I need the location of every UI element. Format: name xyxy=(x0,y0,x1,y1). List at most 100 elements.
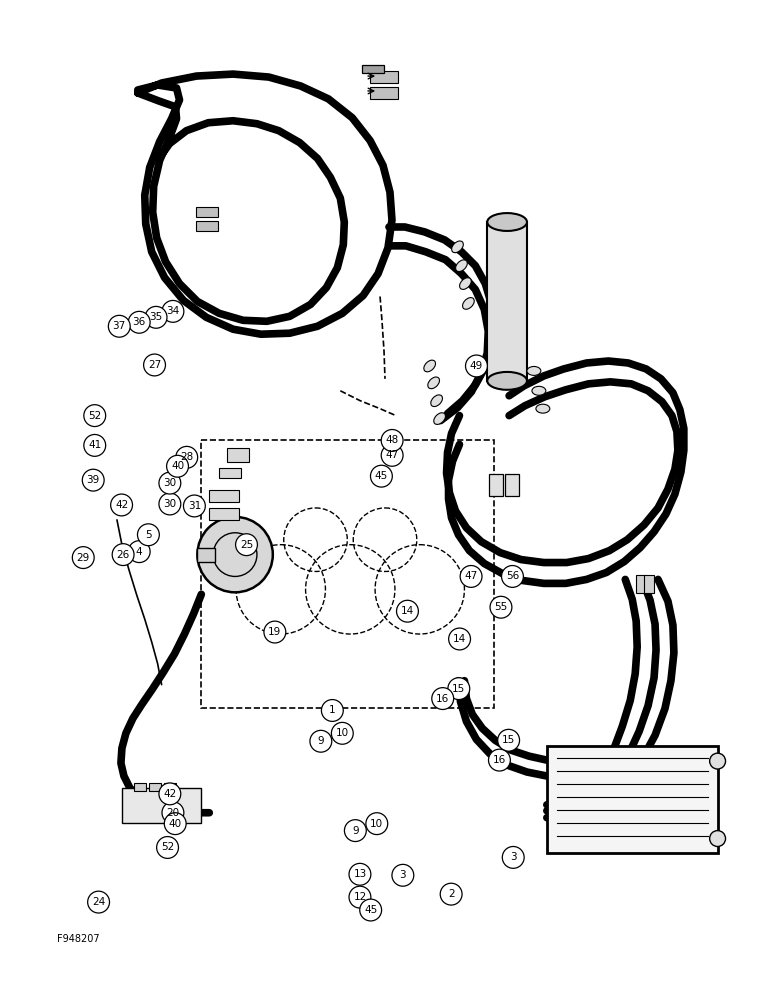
Text: 29: 29 xyxy=(76,553,90,563)
Circle shape xyxy=(164,813,186,835)
Text: 52: 52 xyxy=(161,842,174,852)
Text: 40: 40 xyxy=(168,819,181,829)
Text: 41: 41 xyxy=(88,440,101,450)
Text: 42: 42 xyxy=(115,500,128,510)
Text: 9: 9 xyxy=(352,826,359,836)
Text: 24: 24 xyxy=(92,897,105,907)
Circle shape xyxy=(112,544,134,566)
Circle shape xyxy=(108,315,130,337)
Circle shape xyxy=(83,469,104,491)
Text: 3: 3 xyxy=(400,870,406,880)
Circle shape xyxy=(73,547,94,569)
Text: 15: 15 xyxy=(452,684,466,694)
Bar xyxy=(219,468,241,478)
Bar xyxy=(122,788,201,823)
Circle shape xyxy=(344,820,366,842)
Circle shape xyxy=(162,300,184,322)
Bar xyxy=(201,440,494,708)
Circle shape xyxy=(88,891,110,913)
Text: 16: 16 xyxy=(493,755,506,765)
Circle shape xyxy=(490,596,512,618)
Circle shape xyxy=(397,600,418,622)
Bar xyxy=(196,207,218,217)
Bar xyxy=(370,87,398,99)
Circle shape xyxy=(709,753,726,769)
Text: 27: 27 xyxy=(148,360,161,370)
Text: 52: 52 xyxy=(88,411,101,421)
Text: 14: 14 xyxy=(401,606,414,616)
Bar xyxy=(209,490,239,502)
Ellipse shape xyxy=(455,260,467,272)
Bar xyxy=(198,548,215,562)
Text: 42: 42 xyxy=(163,789,177,799)
Circle shape xyxy=(321,700,344,721)
Circle shape xyxy=(432,688,454,709)
Text: 10: 10 xyxy=(336,728,349,738)
Text: 12: 12 xyxy=(354,892,367,902)
Circle shape xyxy=(128,541,150,563)
Text: 3: 3 xyxy=(510,852,516,862)
Circle shape xyxy=(110,494,133,516)
Circle shape xyxy=(159,493,181,515)
Text: 14: 14 xyxy=(453,634,466,644)
Text: 40: 40 xyxy=(171,461,184,471)
Text: 13: 13 xyxy=(354,869,367,879)
Circle shape xyxy=(449,628,470,650)
Ellipse shape xyxy=(434,413,445,424)
Text: 56: 56 xyxy=(506,571,519,581)
Bar xyxy=(505,474,519,496)
Circle shape xyxy=(381,430,403,451)
Circle shape xyxy=(392,864,414,886)
Circle shape xyxy=(489,749,510,771)
Text: 48: 48 xyxy=(385,435,399,445)
Circle shape xyxy=(144,354,165,376)
Text: 47: 47 xyxy=(465,571,478,581)
Circle shape xyxy=(310,730,332,752)
Text: 2: 2 xyxy=(448,889,455,899)
Circle shape xyxy=(498,729,520,751)
Bar xyxy=(489,474,503,496)
Bar xyxy=(547,746,718,853)
Bar xyxy=(644,575,654,593)
Ellipse shape xyxy=(424,360,435,372)
Text: 45: 45 xyxy=(374,471,388,481)
Circle shape xyxy=(84,405,106,427)
Circle shape xyxy=(349,886,371,908)
Text: 31: 31 xyxy=(188,501,201,511)
Circle shape xyxy=(503,846,524,868)
Ellipse shape xyxy=(487,213,527,231)
Text: 30: 30 xyxy=(164,478,177,488)
Circle shape xyxy=(235,534,257,556)
Text: 19: 19 xyxy=(268,627,282,637)
Circle shape xyxy=(128,311,150,333)
Ellipse shape xyxy=(459,278,471,289)
Text: F948207: F948207 xyxy=(57,934,100,944)
Text: 1: 1 xyxy=(329,705,336,715)
Circle shape xyxy=(440,883,462,905)
Bar xyxy=(227,448,249,462)
Ellipse shape xyxy=(527,366,541,375)
Bar xyxy=(362,65,384,73)
Circle shape xyxy=(198,517,273,592)
Circle shape xyxy=(159,783,181,805)
Bar xyxy=(149,783,161,791)
Circle shape xyxy=(709,831,726,846)
Text: 37: 37 xyxy=(113,321,126,331)
Circle shape xyxy=(84,434,106,456)
Text: 25: 25 xyxy=(240,540,253,550)
Circle shape xyxy=(264,621,286,643)
Ellipse shape xyxy=(532,386,546,395)
Text: 30: 30 xyxy=(164,499,177,509)
Circle shape xyxy=(157,837,178,858)
Text: 15: 15 xyxy=(502,735,515,745)
Text: 28: 28 xyxy=(180,452,193,462)
Bar xyxy=(209,508,239,520)
Text: 49: 49 xyxy=(470,361,483,371)
Ellipse shape xyxy=(462,298,474,309)
Circle shape xyxy=(466,355,487,377)
Text: 16: 16 xyxy=(436,694,449,704)
Text: 47: 47 xyxy=(385,450,399,460)
Circle shape xyxy=(145,306,167,328)
Circle shape xyxy=(360,899,381,921)
Circle shape xyxy=(176,446,198,468)
